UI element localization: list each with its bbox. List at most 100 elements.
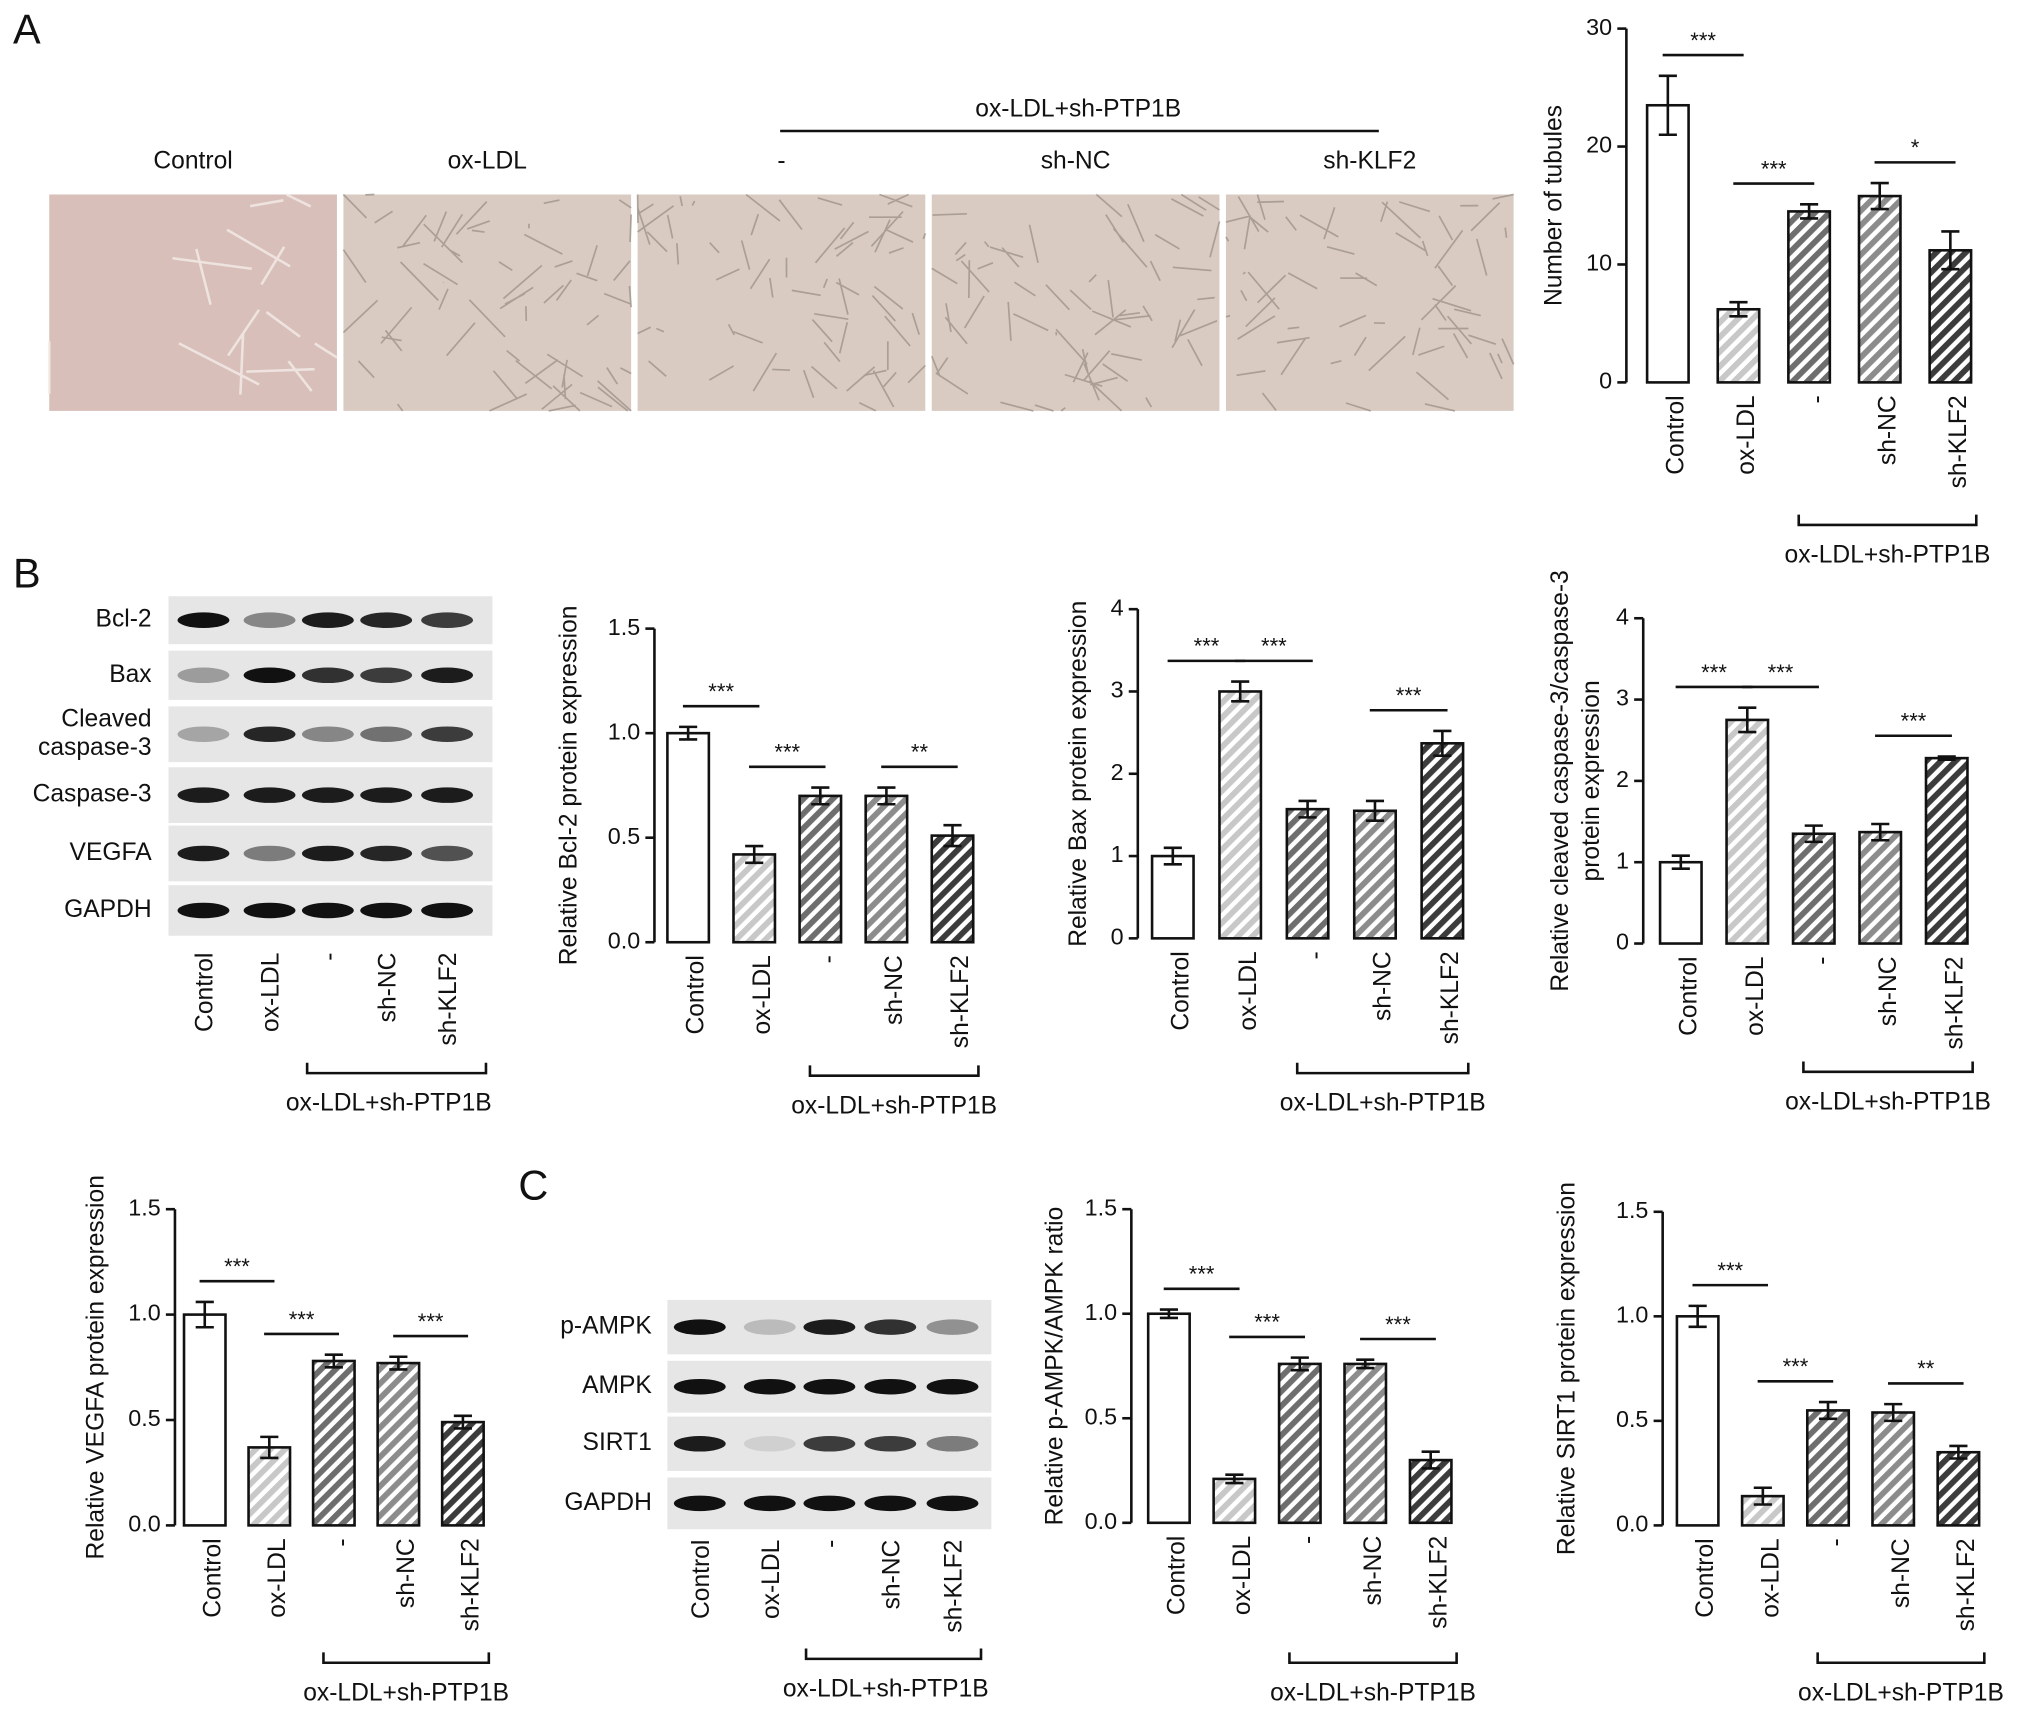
y-tick-label: 1.0 xyxy=(128,1300,160,1326)
error-bar xyxy=(195,1300,214,1329)
lane-label: sh-KLF2 xyxy=(435,953,462,1046)
lane-label: ox-LDL xyxy=(758,1540,785,1619)
blot-row-label: Bax xyxy=(109,661,152,688)
lane-label: sh-NC xyxy=(374,953,401,1023)
blot-band xyxy=(673,1435,726,1452)
significance-label: *** xyxy=(418,1309,444,1334)
x-tick-label: sh-NC xyxy=(1875,956,1902,1026)
y-tick-label: 0 xyxy=(1111,924,1124,950)
micrograph-label: ox-LDL xyxy=(448,148,527,175)
error-bar xyxy=(1658,74,1677,137)
y-tick-label: 1.5 xyxy=(1616,1197,1648,1223)
error-bar xyxy=(679,725,698,741)
tubule-network xyxy=(636,193,927,412)
x-tick-label: sh-KLF2 xyxy=(457,1538,484,1631)
error-bar xyxy=(943,823,962,848)
panel-label: C xyxy=(518,1161,548,1208)
x-tick-label: - xyxy=(1302,951,1329,959)
significance-label: ** xyxy=(1917,1356,1935,1381)
group-label: ox-LDL+sh-PTP1B xyxy=(791,1092,997,1119)
blot-row-label: AMPK xyxy=(582,1372,652,1399)
lane-label: ox-LDL xyxy=(258,953,285,1032)
blot-band xyxy=(360,726,413,743)
y-tick-label: 0.5 xyxy=(1085,1403,1117,1429)
error-bar xyxy=(1870,181,1889,211)
y-tick-label: 0 xyxy=(1616,929,1629,955)
significance-label: *** xyxy=(1189,1262,1215,1287)
group-label: ox-LDL+sh-PTP1B xyxy=(1798,1679,2004,1706)
error-bar xyxy=(260,1435,279,1460)
y-tick-label: 1 xyxy=(1111,841,1124,867)
blot-band xyxy=(743,1435,796,1452)
tubule-network xyxy=(342,193,632,412)
y-tick-label: 0.5 xyxy=(1616,1406,1648,1432)
significance-label: *** xyxy=(1690,28,1716,53)
blot-row-label: Cleaved xyxy=(61,705,151,732)
x-tick-label: ox-LDL xyxy=(1757,1538,1784,1617)
error-bar xyxy=(1225,1473,1244,1485)
bar xyxy=(1716,307,1761,384)
group-bracket xyxy=(305,1062,488,1075)
x-tick-label: - xyxy=(1294,1536,1321,1544)
bar xyxy=(1218,690,1263,940)
bar xyxy=(1277,1362,1322,1525)
y-tick-label: 0.5 xyxy=(128,1405,160,1431)
x-tick-label: sh-KLF2 xyxy=(1941,956,1968,1049)
x-tick-label: - xyxy=(1823,1538,1850,1546)
bar xyxy=(1212,1477,1257,1525)
significance-label: *** xyxy=(1701,660,1727,685)
error-bar xyxy=(1356,1358,1375,1370)
lane-label: - xyxy=(316,953,343,961)
lane-label: - xyxy=(817,1540,844,1548)
group-bracket xyxy=(1802,1061,1974,1074)
y-axis-label: Number of tubules xyxy=(1541,105,1568,306)
group-bracket xyxy=(808,1065,980,1078)
error-bar xyxy=(1298,799,1317,819)
error-bar xyxy=(1688,1304,1707,1329)
x-tick-label: sh-NC xyxy=(393,1538,420,1608)
blot-band xyxy=(743,1319,796,1335)
bar xyxy=(666,731,711,944)
x-tick-label: sh-NC xyxy=(1874,395,1901,465)
bar xyxy=(1675,1315,1720,1527)
bar xyxy=(1725,718,1770,945)
error-bar xyxy=(745,844,764,865)
y-tick-label: 1.0 xyxy=(1085,1299,1117,1325)
blot-band xyxy=(301,726,354,743)
error-bar xyxy=(1433,729,1452,757)
group-label: ox-LDL+sh-PTP1B xyxy=(1785,542,1991,569)
micrograph-label: sh-KLF2 xyxy=(1323,148,1416,175)
bar xyxy=(1658,860,1703,945)
micrograph xyxy=(49,194,337,411)
blot-row-label: GAPDH xyxy=(64,896,152,923)
y-axis-label: Relative VEGFA protein expression xyxy=(83,1175,110,1559)
x-tick-label: ox-LDL xyxy=(1235,951,1262,1030)
blot-band xyxy=(803,1495,856,1512)
blot-row-label: VEGFA xyxy=(70,839,153,866)
error-bar xyxy=(1671,854,1690,871)
error-bar xyxy=(1949,1444,1968,1460)
y-axis-label: Relative cleaved caspase-3/caspase-3 xyxy=(1547,570,1574,991)
significance-label: ** xyxy=(911,740,929,765)
bar xyxy=(930,834,975,944)
x-tick-label: sh-NC xyxy=(1360,1536,1387,1606)
blot-row-label: GAPDH xyxy=(564,1489,652,1516)
bar xyxy=(798,794,843,944)
x-tick-label: - xyxy=(1804,395,1831,403)
bar xyxy=(1150,854,1195,940)
group-bracket xyxy=(1816,1652,1986,1665)
blot-band xyxy=(421,787,474,803)
x-tick-label: - xyxy=(815,955,842,963)
significance-label: *** xyxy=(1261,634,1287,659)
y-tick-label: 4 xyxy=(1111,594,1124,620)
blot-band xyxy=(803,1435,856,1452)
y-tick-label: 0.0 xyxy=(128,1511,160,1537)
blot-band xyxy=(243,787,296,803)
bar xyxy=(1936,1450,1981,1527)
error-bar xyxy=(1818,1400,1838,1421)
y-tick-label: 3 xyxy=(1111,677,1124,703)
bar xyxy=(376,1361,421,1527)
error-bar xyxy=(877,786,896,806)
bar xyxy=(1924,756,1969,945)
